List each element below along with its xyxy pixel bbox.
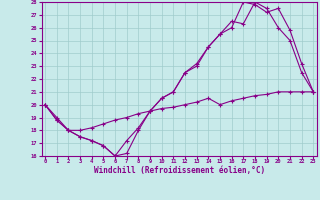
X-axis label: Windchill (Refroidissement éolien,°C): Windchill (Refroidissement éolien,°C) xyxy=(94,166,265,175)
